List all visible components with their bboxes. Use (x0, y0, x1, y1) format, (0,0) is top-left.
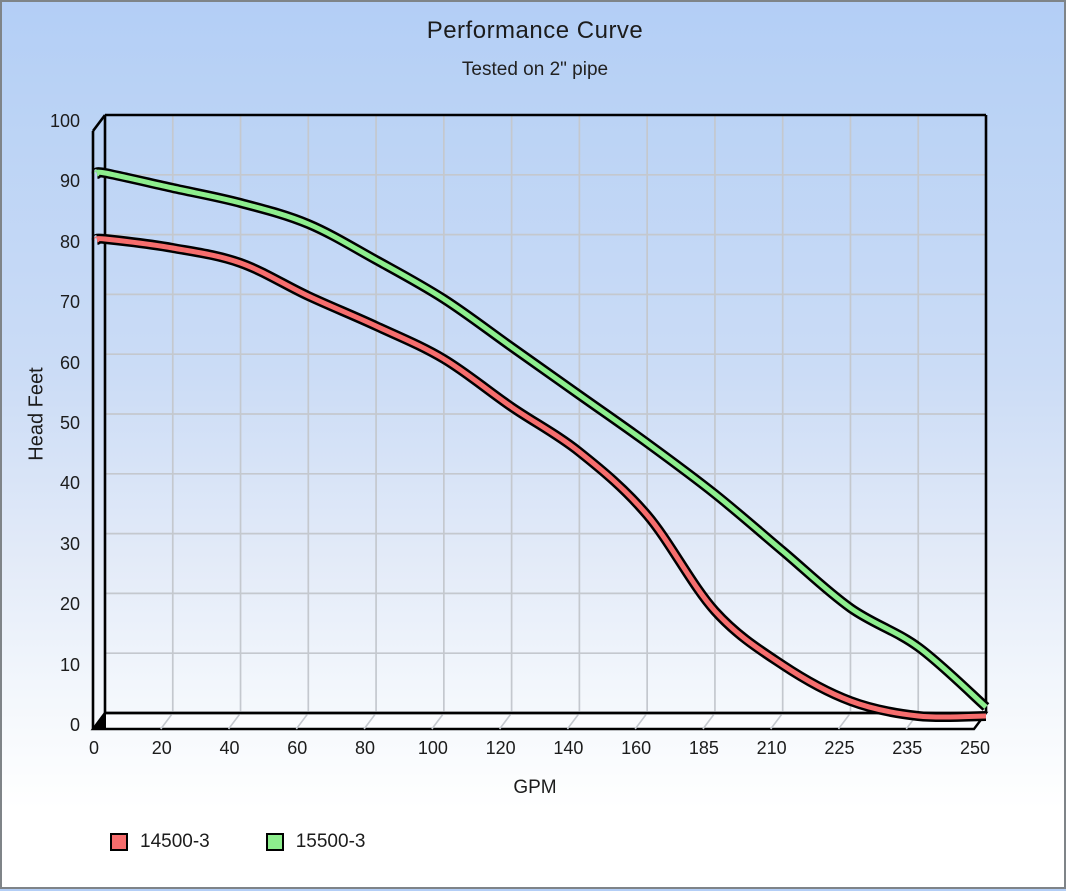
x-tick-label: 120 (485, 738, 516, 758)
legend-item: 14500-3 (110, 831, 210, 853)
y-tick-label: 10 (59, 654, 80, 675)
x-tick-label: 160 (621, 738, 652, 758)
floor-gridline (363, 712, 377, 730)
legend-label: 14500-3 (140, 831, 210, 852)
x-axis-title: GPM (513, 777, 557, 798)
x-tick-label: 210 (756, 738, 787, 758)
y-tick-label: 40 (59, 473, 80, 494)
y-tick-label: 0 (69, 715, 80, 735)
x-tick-label: 185 (688, 738, 719, 758)
x-tick-label: 60 (287, 738, 308, 758)
x-tick-label: 225 (824, 738, 855, 758)
chart-subtitle: Tested on 2" pipe (461, 59, 609, 80)
x-tick-label: 0 (88, 738, 99, 758)
floor-gridline (431, 712, 445, 730)
floor-gridline (498, 712, 513, 730)
legend: 14500-3 15500-3 (110, 831, 421, 853)
legend-item: 15500-3 (265, 831, 366, 853)
floor-3d (90, 711, 989, 731)
wall-top-bevel (91, 114, 107, 132)
legend-swatch-icon (110, 833, 128, 851)
y-tick-label: 50 (59, 413, 80, 433)
x-tick-label: 250 (959, 738, 991, 758)
y-tick-label: 20 (59, 594, 80, 615)
series-line-14500-3 (94, 236, 987, 720)
floor-gridline (227, 712, 242, 730)
wall-floor-corner (93, 712, 106, 730)
legend-swatch-icon (265, 833, 284, 851)
y-tick-label: 30 (59, 533, 80, 554)
x-tick-label: 235 (892, 738, 923, 758)
series-outline-14500-3 (91, 233, 987, 723)
y-tick-label: 100 (49, 111, 80, 131)
floor-gridline (702, 712, 716, 730)
floor-gridline (295, 712, 309, 730)
floor-gridline (634, 712, 648, 730)
y-tick-label: 70 (59, 292, 80, 313)
x-tick-label: 80 (355, 738, 376, 758)
y-tick-label: 90 (59, 171, 80, 192)
floor-gridline (770, 712, 784, 730)
series-outline-15500-3 (91, 167, 990, 711)
x-tick-label: 20 (151, 738, 172, 758)
floor-gridline (837, 712, 852, 730)
legend-label: 15500-3 (295, 831, 366, 852)
floor-gridline (566, 712, 581, 730)
x-tick-label: 100 (417, 738, 448, 758)
y-tick-label: 80 (59, 231, 80, 252)
floor-gridline (160, 712, 174, 730)
y-tick-label: 60 (59, 352, 80, 373)
chart-title: Performance Curve (426, 17, 644, 44)
series-line-15500-3 (94, 169, 988, 709)
x-tick-label: 140 (553, 738, 584, 758)
x-tick-label: 40 (219, 738, 240, 758)
